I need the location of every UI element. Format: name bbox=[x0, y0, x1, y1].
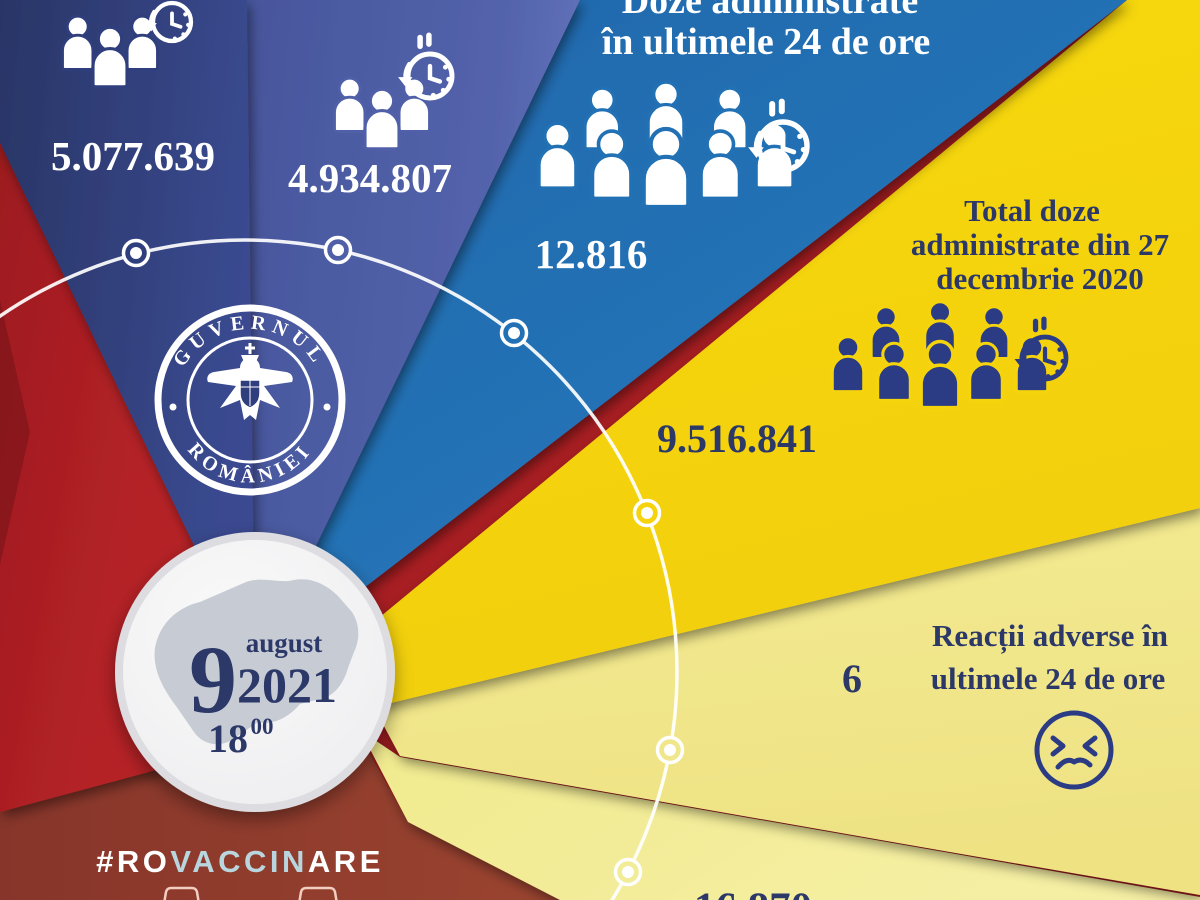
label-total-doses-3: decembrie 2020 bbox=[936, 261, 1143, 296]
wedge-immunized-partial bbox=[247, 0, 580, 672]
value-doses-24h: 12.816 bbox=[535, 231, 648, 277]
wedge-bright-red bbox=[0, 143, 350, 812]
header-line2: în ultimele 24 de ore bbox=[601, 21, 931, 63]
arc-node bbox=[323, 235, 353, 265]
badge-hour: 18 bbox=[208, 716, 248, 761]
header-line1: Doze administrate bbox=[622, 0, 919, 22]
wedge-adverse-24h bbox=[370, 505, 1200, 895]
badge-month: august bbox=[246, 628, 323, 658]
label-adverse-2: ultimele 24 de ore bbox=[931, 661, 1165, 696]
arc-node bbox=[632, 498, 662, 528]
center-date-badge: 9 august 2021 18 00 bbox=[115, 532, 395, 812]
vaccine-vial-icon bbox=[163, 886, 338, 900]
value-immunized-partial: 4.934.807 bbox=[288, 155, 452, 201]
seal-dot-right bbox=[323, 403, 331, 411]
wedge-doses-24h bbox=[255, 0, 1127, 672]
badge-year: 2021 bbox=[237, 657, 337, 713]
label-total-doses-1: Total doze bbox=[964, 193, 1100, 228]
badge-day: 9 bbox=[189, 626, 237, 733]
value-adverse-total: 16.870 bbox=[694, 885, 812, 900]
map-of-romania bbox=[154, 579, 359, 745]
sad-face-icon bbox=[1034, 710, 1114, 790]
arc-node bbox=[499, 318, 529, 348]
label-total-doses-2: administrate din 27 bbox=[911, 227, 1169, 262]
wedge-immunized-complete bbox=[0, 0, 255, 672]
seal-dot-left bbox=[169, 403, 177, 411]
timeline-arc bbox=[0, 235, 685, 900]
value-adverse-24h: 6 bbox=[842, 656, 862, 701]
eagle-emblem-icon bbox=[207, 343, 293, 420]
value-total-doses: 9.516.841 bbox=[657, 416, 817, 461]
value-immunized-complete: 5.077.639 bbox=[51, 133, 215, 179]
arc-node bbox=[613, 857, 643, 887]
red-shade-triangle bbox=[0, 300, 30, 565]
wedge-total-doses bbox=[340, 0, 1200, 708]
arc-node bbox=[655, 735, 685, 765]
wedge-adverse-total bbox=[360, 730, 1200, 900]
label-adverse-1: Reacții adverse în bbox=[932, 618, 1168, 654]
badge-minute: 00 bbox=[251, 714, 274, 739]
hashtag-rovaccinare: #ROVACCINARE bbox=[96, 844, 384, 879]
arc-node bbox=[121, 238, 151, 268]
